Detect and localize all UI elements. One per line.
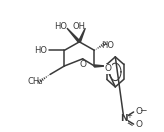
- Text: +: +: [127, 113, 133, 119]
- Polygon shape: [67, 28, 80, 43]
- Text: HO: HO: [54, 22, 67, 31]
- Text: O: O: [135, 120, 142, 129]
- Text: O: O: [104, 64, 111, 73]
- Text: CH₃: CH₃: [28, 77, 43, 86]
- Text: OH: OH: [73, 22, 86, 31]
- Text: N: N: [120, 114, 128, 123]
- Text: −: −: [139, 105, 146, 114]
- Text: HO: HO: [34, 46, 47, 55]
- Text: O: O: [79, 60, 86, 69]
- Text: O: O: [135, 107, 142, 116]
- Polygon shape: [78, 28, 85, 42]
- Text: HO: HO: [102, 41, 115, 50]
- Polygon shape: [94, 65, 105, 67]
